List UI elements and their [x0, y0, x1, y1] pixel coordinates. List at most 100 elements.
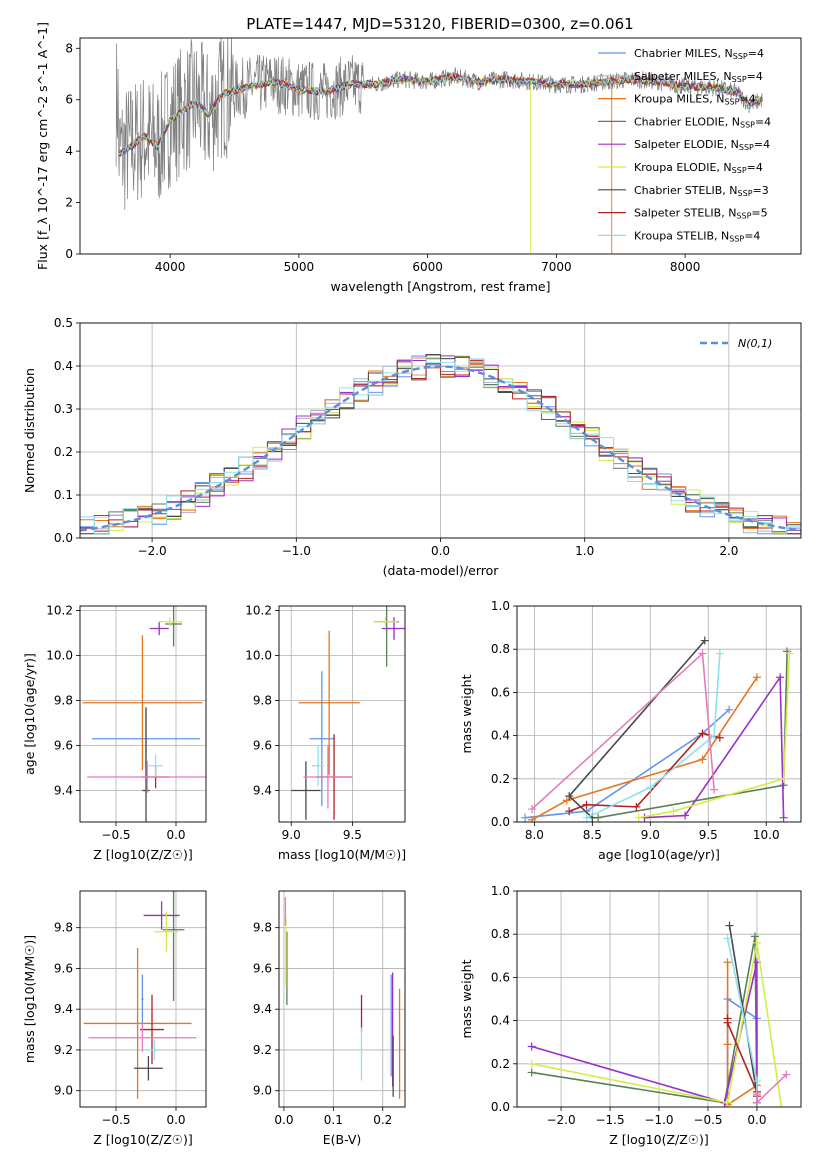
y-tick-label: 9.6	[253, 739, 272, 753]
x-tick-label: 8.0	[525, 828, 544, 842]
x-tick-label: 0.2	[373, 1113, 392, 1127]
y-tick-label: 9.8	[54, 694, 73, 708]
y-tick-label: 0.4	[491, 729, 510, 743]
legend-entry: Salpeter MILES, NSSP=4	[634, 70, 763, 84]
weight-marker	[528, 805, 537, 814]
y-tick-label: 9.0	[54, 1084, 73, 1098]
weight-line	[638, 653, 791, 819]
legend-entry: N(0,1)	[738, 337, 772, 350]
y-tick-label: 9.4	[253, 1002, 272, 1016]
weight-line	[531, 676, 758, 821]
legend-entry: Chabrier STELIB, NSSP=3	[634, 184, 769, 198]
weight-marker	[723, 1018, 732, 1027]
weight-marker	[752, 673, 761, 682]
y-tick-label: 0.8	[491, 642, 510, 656]
x-tick-label: 0.0	[166, 828, 185, 842]
x-axis-label: wavelength [Angstrom, rest frame]	[330, 279, 550, 294]
weight-marker	[725, 705, 734, 714]
weight-marker	[698, 729, 707, 738]
legend-entry: Kroupa STELIB, NSSP=4	[634, 229, 760, 243]
histogram-7	[80, 360, 801, 535]
y-tick-label: 0.3	[54, 402, 73, 416]
weight-line	[525, 709, 730, 819]
weight-marker	[785, 649, 794, 658]
weight-line	[531, 962, 758, 1104]
weight-marker	[752, 1098, 761, 1107]
axes-frame	[278, 890, 406, 1108]
x-axis-label: (data-model)/error	[383, 563, 500, 578]
y-tick-label: 0.8	[491, 927, 510, 941]
weight-marker	[632, 802, 641, 811]
legend-entry: Kroupa MILES, NSSP=4	[634, 93, 756, 107]
y-tick-label: 0.0	[491, 1100, 510, 1114]
weight-marker	[710, 785, 719, 794]
x-tick-label: 0.0	[274, 1113, 293, 1127]
plot-area	[527, 921, 791, 1107]
weight-marker	[634, 813, 643, 822]
x-axis-label: Z [log10(Z/Z☉)]	[93, 847, 193, 862]
weight-marker	[698, 755, 707, 764]
y-axis-label: Flux [f_λ 10^-17 erg cm^-2 s^-1 A^-1]	[35, 22, 50, 270]
axes-frame	[79, 605, 207, 823]
weight-marker	[752, 1090, 761, 1099]
plot-area	[521, 636, 794, 822]
x-tick-label: 2.0	[719, 544, 738, 558]
y-tick-label: 0.2	[491, 1057, 510, 1071]
weight-marker	[528, 815, 537, 822]
panel-mass_vs_Z: −0.5 0.0 9.0 9.2 9.4 9.6 9.8 Z [log10(Z/Z☉)] mas…	[22, 890, 207, 1147]
axes-frame	[516, 605, 802, 823]
plot-area	[80, 354, 801, 535]
histogram-8	[80, 357, 801, 535]
y-tick-label: 9.6	[54, 961, 73, 975]
weight-line	[531, 651, 715, 810]
weight-marker	[725, 921, 734, 930]
weight-marker	[527, 1059, 536, 1068]
weight-line	[586, 653, 721, 819]
y-tick-label: 9.8	[253, 921, 272, 935]
x-tick-label: 7000	[541, 260, 572, 274]
y-tick-label: 9.2	[253, 1043, 272, 1057]
y-axis-label: mass weight	[459, 959, 474, 1038]
x-tick-label: 5000	[284, 260, 315, 274]
panel-mass_vs_ebv: 0.0 0.1 0.2 9.0 9.2 9.4 9.6 9.8 E(B-V)	[253, 890, 406, 1147]
legend-entry: Kroupa ELODIE, NSSP=4	[634, 161, 763, 175]
x-tick-label: −2.0	[546, 1113, 575, 1127]
histogram-0	[80, 356, 801, 535]
axes-frame	[278, 605, 406, 823]
panel-age_vs_mass: 9.0 9.5 9.4 9.6 9.8 10.0 10.2 mass [log10(M/M☉)…	[245, 604, 406, 863]
normal-curve	[80, 365, 801, 532]
weight-line	[756, 1074, 787, 1105]
x-tick-label: 0.0	[747, 1113, 766, 1127]
weight-line	[592, 651, 788, 819]
y-tick-label: 0.2	[491, 772, 510, 786]
weight-marker	[521, 813, 530, 822]
axes-frame	[79, 37, 802, 255]
weight-marker	[779, 774, 788, 783]
x-tick-label: −1.0	[644, 1113, 673, 1127]
x-tick-label: 10.0	[753, 828, 780, 842]
weight-marker	[700, 636, 709, 645]
x-tick-label: −1.5	[595, 1113, 624, 1127]
plot-area	[115, 38, 763, 254]
y-tick-label: 0.5	[54, 316, 73, 330]
weight-line	[644, 674, 785, 819]
figure-title: PLATE=1447, MJD=53120, FIBERID=0300, z=0…	[246, 15, 633, 33]
x-tick-label: 1.0	[575, 544, 594, 558]
weight-marker	[582, 813, 591, 822]
panel-age_vs_Z: −0.5 0.0 9.4 9.6 9.8 10.0 10.2 Z [log10(Z/Z☉)] a…	[22, 604, 207, 862]
y-tick-label: 9.0	[253, 1084, 272, 1098]
weight-marker	[527, 1042, 536, 1051]
weight-marker	[776, 673, 785, 682]
axes-frame	[79, 322, 802, 539]
x-tick-label: 0.1	[324, 1113, 343, 1127]
y-axis-label: Normed distribution	[22, 368, 37, 493]
weight-marker	[723, 934, 732, 943]
panel-spectrum: 4000 5000 6000 7000 8000 0 2 4 6 8 wavelength [Ang…	[35, 22, 802, 294]
weight-marker	[669, 807, 678, 816]
panel-weight_vs_age: 8.0 8.5 9.0 9.5 10.0 0.0 0.2 0.4 0.6 0.8 1.0 age [l…	[459, 599, 802, 862]
y-tick-label: 1.0	[491, 884, 510, 898]
plot-area	[82, 606, 206, 822]
y-tick-label: 0.4	[54, 359, 73, 373]
y-axis-label: mass weight	[459, 674, 474, 753]
y-tick-label: 0.2	[54, 445, 73, 459]
